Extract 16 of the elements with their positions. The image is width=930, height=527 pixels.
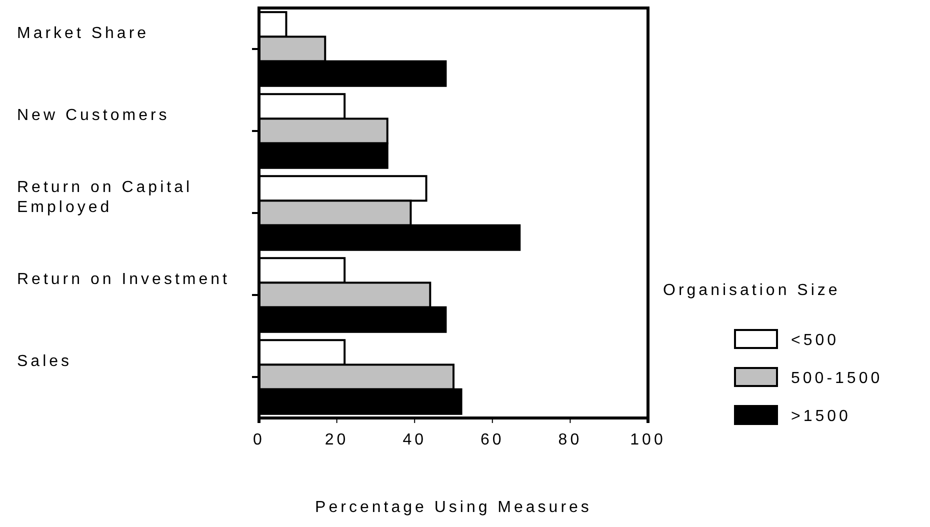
y-tick-label: Return on Capital Employed <box>17 179 193 216</box>
y-tick-label: Sales <box>17 353 72 370</box>
legend-label: >1500 <box>791 408 851 425</box>
x-tick-label: 100 <box>630 431 666 448</box>
legend-title: Organisation Size <box>663 282 840 299</box>
x-tick-label: 20 <box>324 431 349 448</box>
x-axis-title: Percentage Using Measures <box>315 499 592 516</box>
y-tick-label: Market Share <box>17 25 150 42</box>
x-tick-label: 0 <box>253 431 265 448</box>
x-tick-label: 60 <box>480 431 504 448</box>
legend-label: <500 <box>791 332 840 349</box>
x-tick-label: 80 <box>558 431 582 448</box>
y-tick-label: Return on Investment <box>17 271 230 288</box>
x-tick-label: 40 <box>402 431 426 448</box>
y-tick-label: New Customers <box>17 107 170 124</box>
legend-label: 500-1500 <box>791 370 883 387</box>
